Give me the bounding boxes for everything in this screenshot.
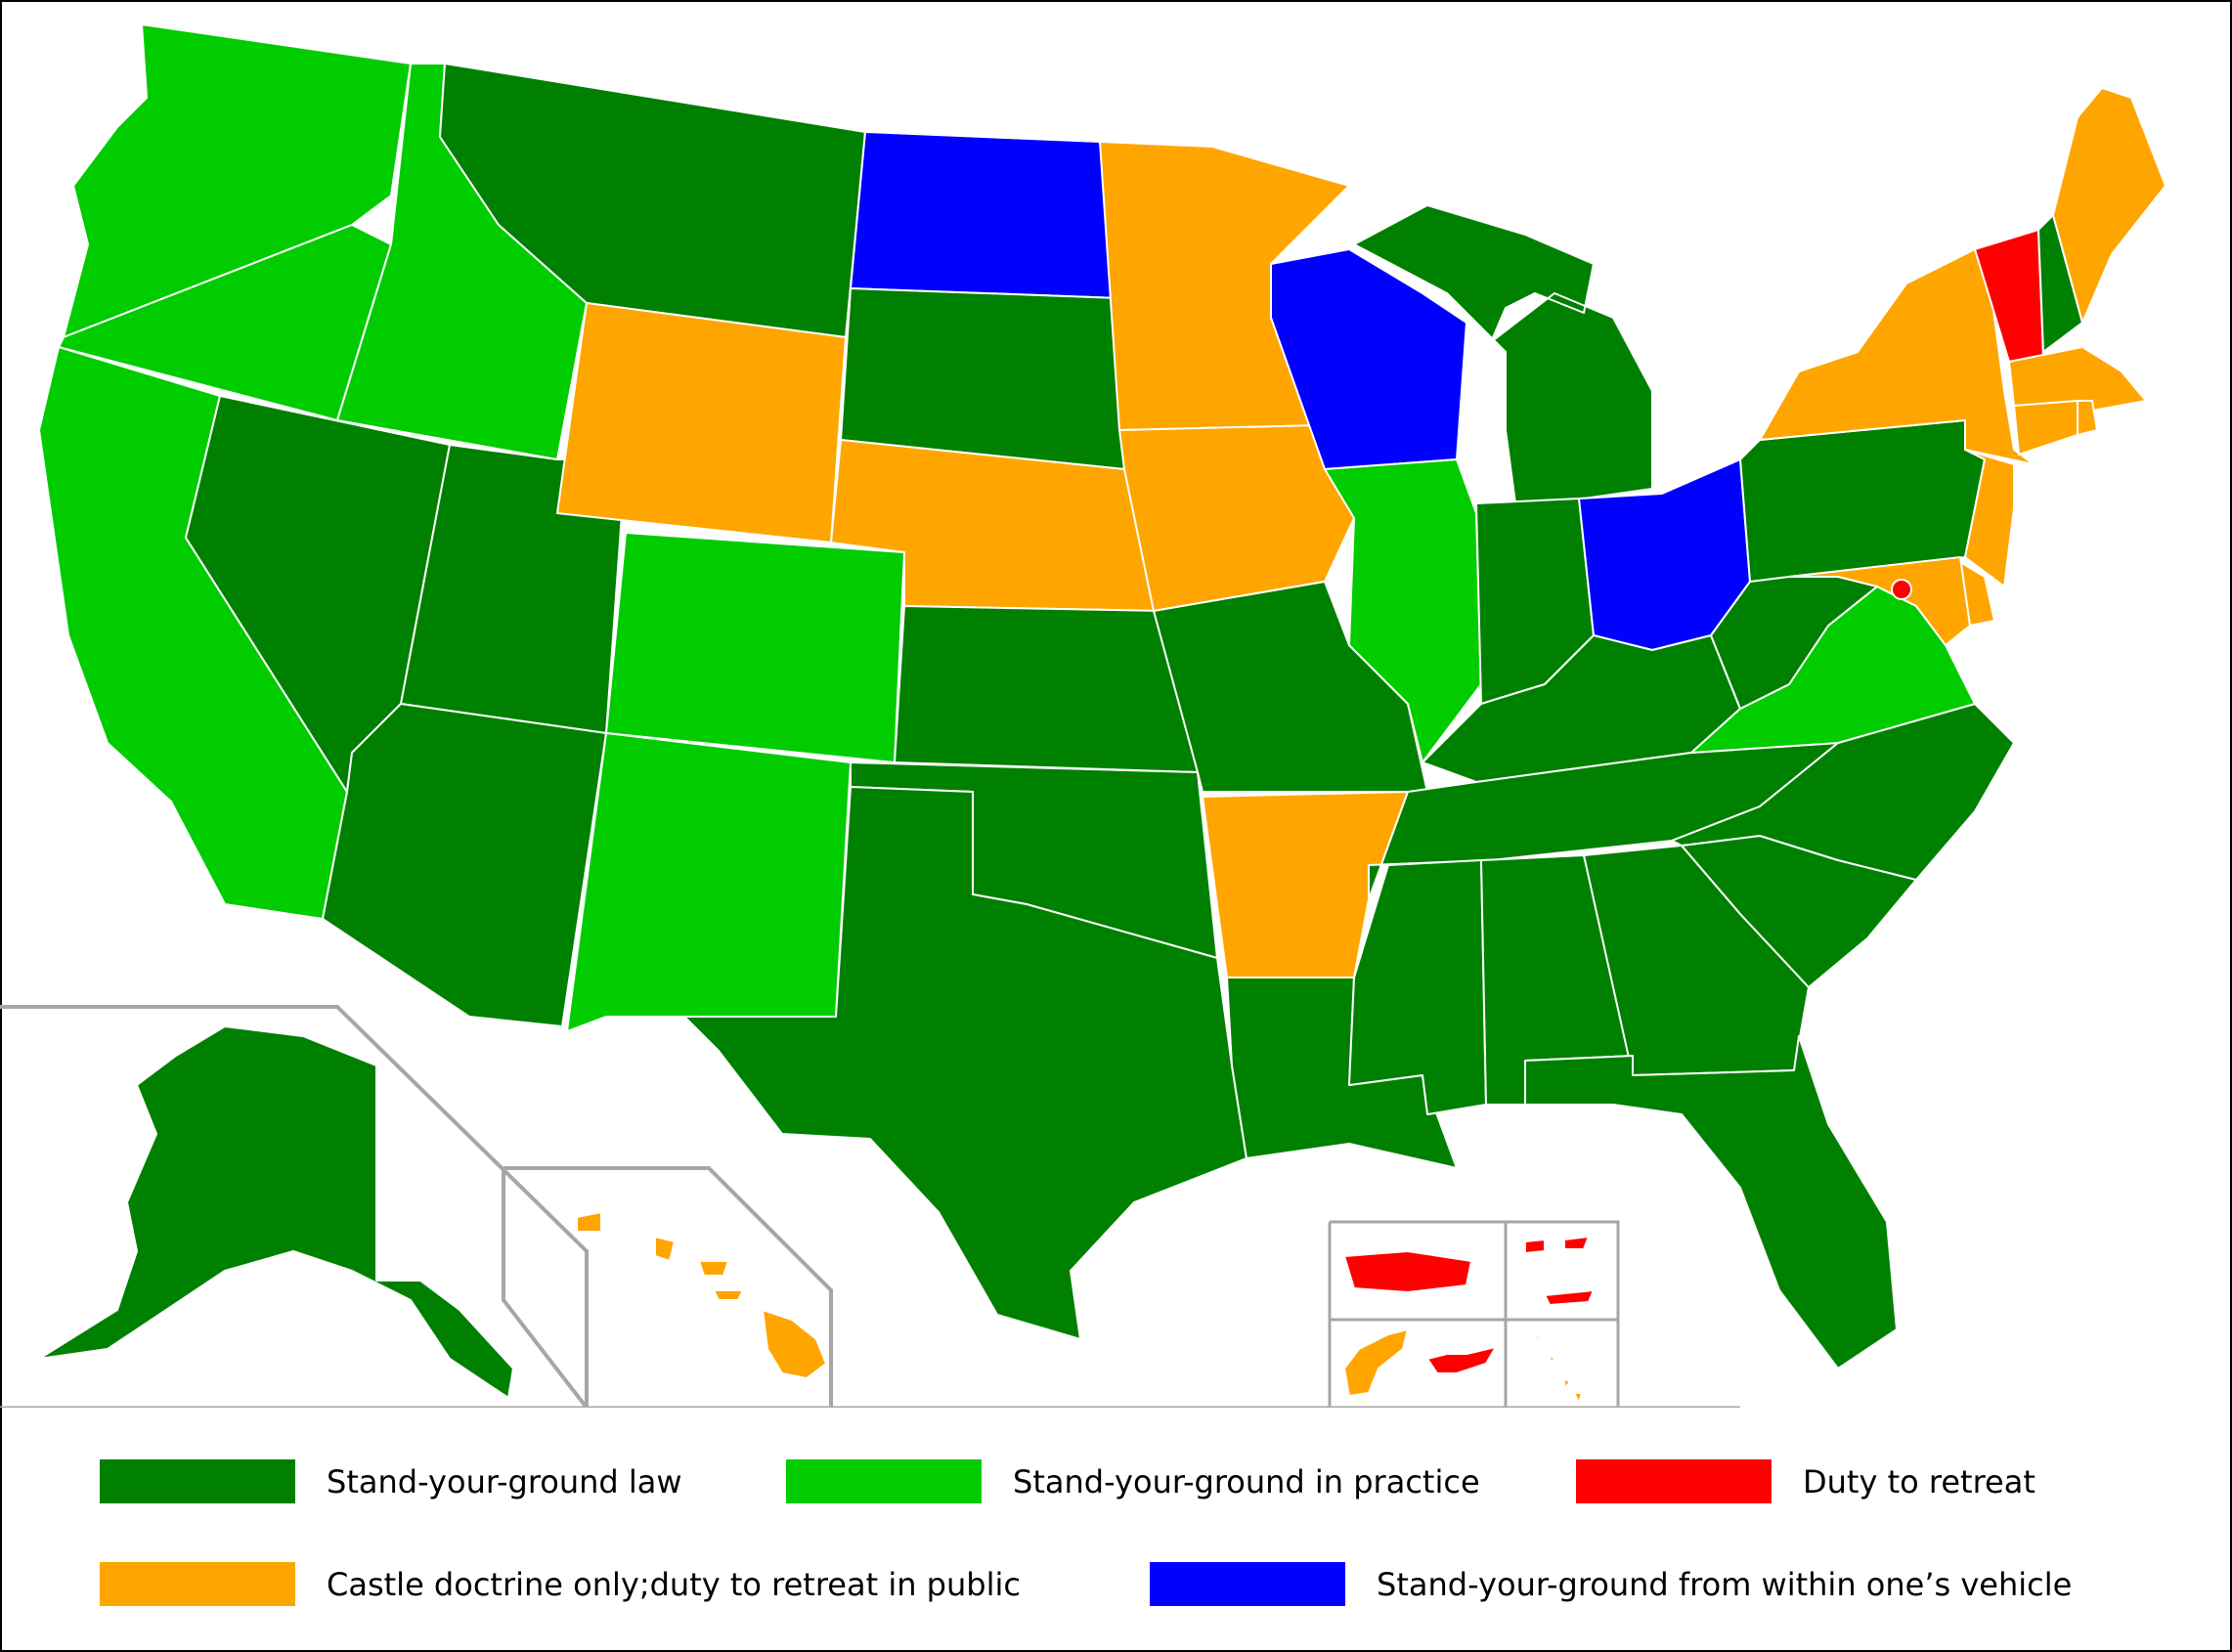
state-MI [1353, 204, 1653, 504]
legend-item-duty-to-retreat: Duty to retreat [1576, 1459, 2035, 1503]
state-UT [400, 444, 627, 734]
state-AK [38, 1025, 514, 1399]
state-WI [1270, 248, 1467, 470]
state-PA [1739, 419, 1986, 583]
state-ND [850, 131, 1120, 299]
legend: Stand-your-ground law Stand-your-ground … [0, 1408, 2232, 1652]
alaska-inset-border [0, 1005, 589, 1408]
legend-item-syg-vehicle: Stand-your-ground from within one’s vehi… [1150, 1562, 2072, 1606]
legend-swatch [100, 1562, 295, 1606]
territory-AS [1426, 1346, 1497, 1374]
state-NJ [1964, 449, 2015, 587]
legend-swatch [1576, 1459, 1772, 1503]
territories-inset-grid [1328, 1220, 1620, 1408]
legend-item-castle-only: Castle doctrine only;duty to retreat in … [100, 1562, 1021, 1606]
state-RI [2077, 400, 2098, 436]
state-AZ [322, 703, 607, 1027]
legend-swatch [786, 1459, 982, 1503]
territory-VI [1524, 1236, 1595, 1306]
state-KS [894, 605, 1199, 773]
state-SD [840, 287, 1125, 470]
state-NY [1759, 243, 2035, 465]
territory-PR [1343, 1250, 1472, 1293]
territory-GU [1343, 1328, 1409, 1397]
state-HI [576, 1211, 827, 1379]
legend-swatch [1150, 1562, 1345, 1606]
us-map [0, 23, 2166, 1408]
state-WY [556, 302, 847, 543]
state-WA [63, 23, 412, 338]
hawaii-inset-border [502, 1166, 833, 1408]
state-MD [1788, 556, 1971, 646]
legend-label: Stand-your-ground in practice [1013, 1462, 1480, 1500]
legend-label: Stand-your-ground from within one’s vehi… [1377, 1565, 2073, 1603]
legend-item-syg-practice: Stand-your-ground in practice [786, 1459, 1480, 1503]
legend-label: Duty to retreat [1803, 1462, 2035, 1500]
legend-label: Stand-your-ground law [327, 1462, 682, 1500]
state-TX [683, 786, 1247, 1340]
state-AR [1202, 791, 1409, 978]
state-CO [605, 532, 905, 763]
territory-MP [1534, 1333, 1583, 1404]
state-NM [566, 732, 852, 1032]
state-NC [1671, 703, 2015, 881]
dc-marker [1891, 579, 1912, 600]
state-ME [2052, 87, 2166, 324]
legend-item-syg-law: Stand-your-ground law [100, 1459, 682, 1503]
state-CT [2013, 400, 2079, 456]
legend-swatch [100, 1459, 295, 1503]
state-FL [1524, 1035, 1898, 1369]
legend-label: Castle doctrine only;duty to retreat in … [327, 1565, 1021, 1603]
